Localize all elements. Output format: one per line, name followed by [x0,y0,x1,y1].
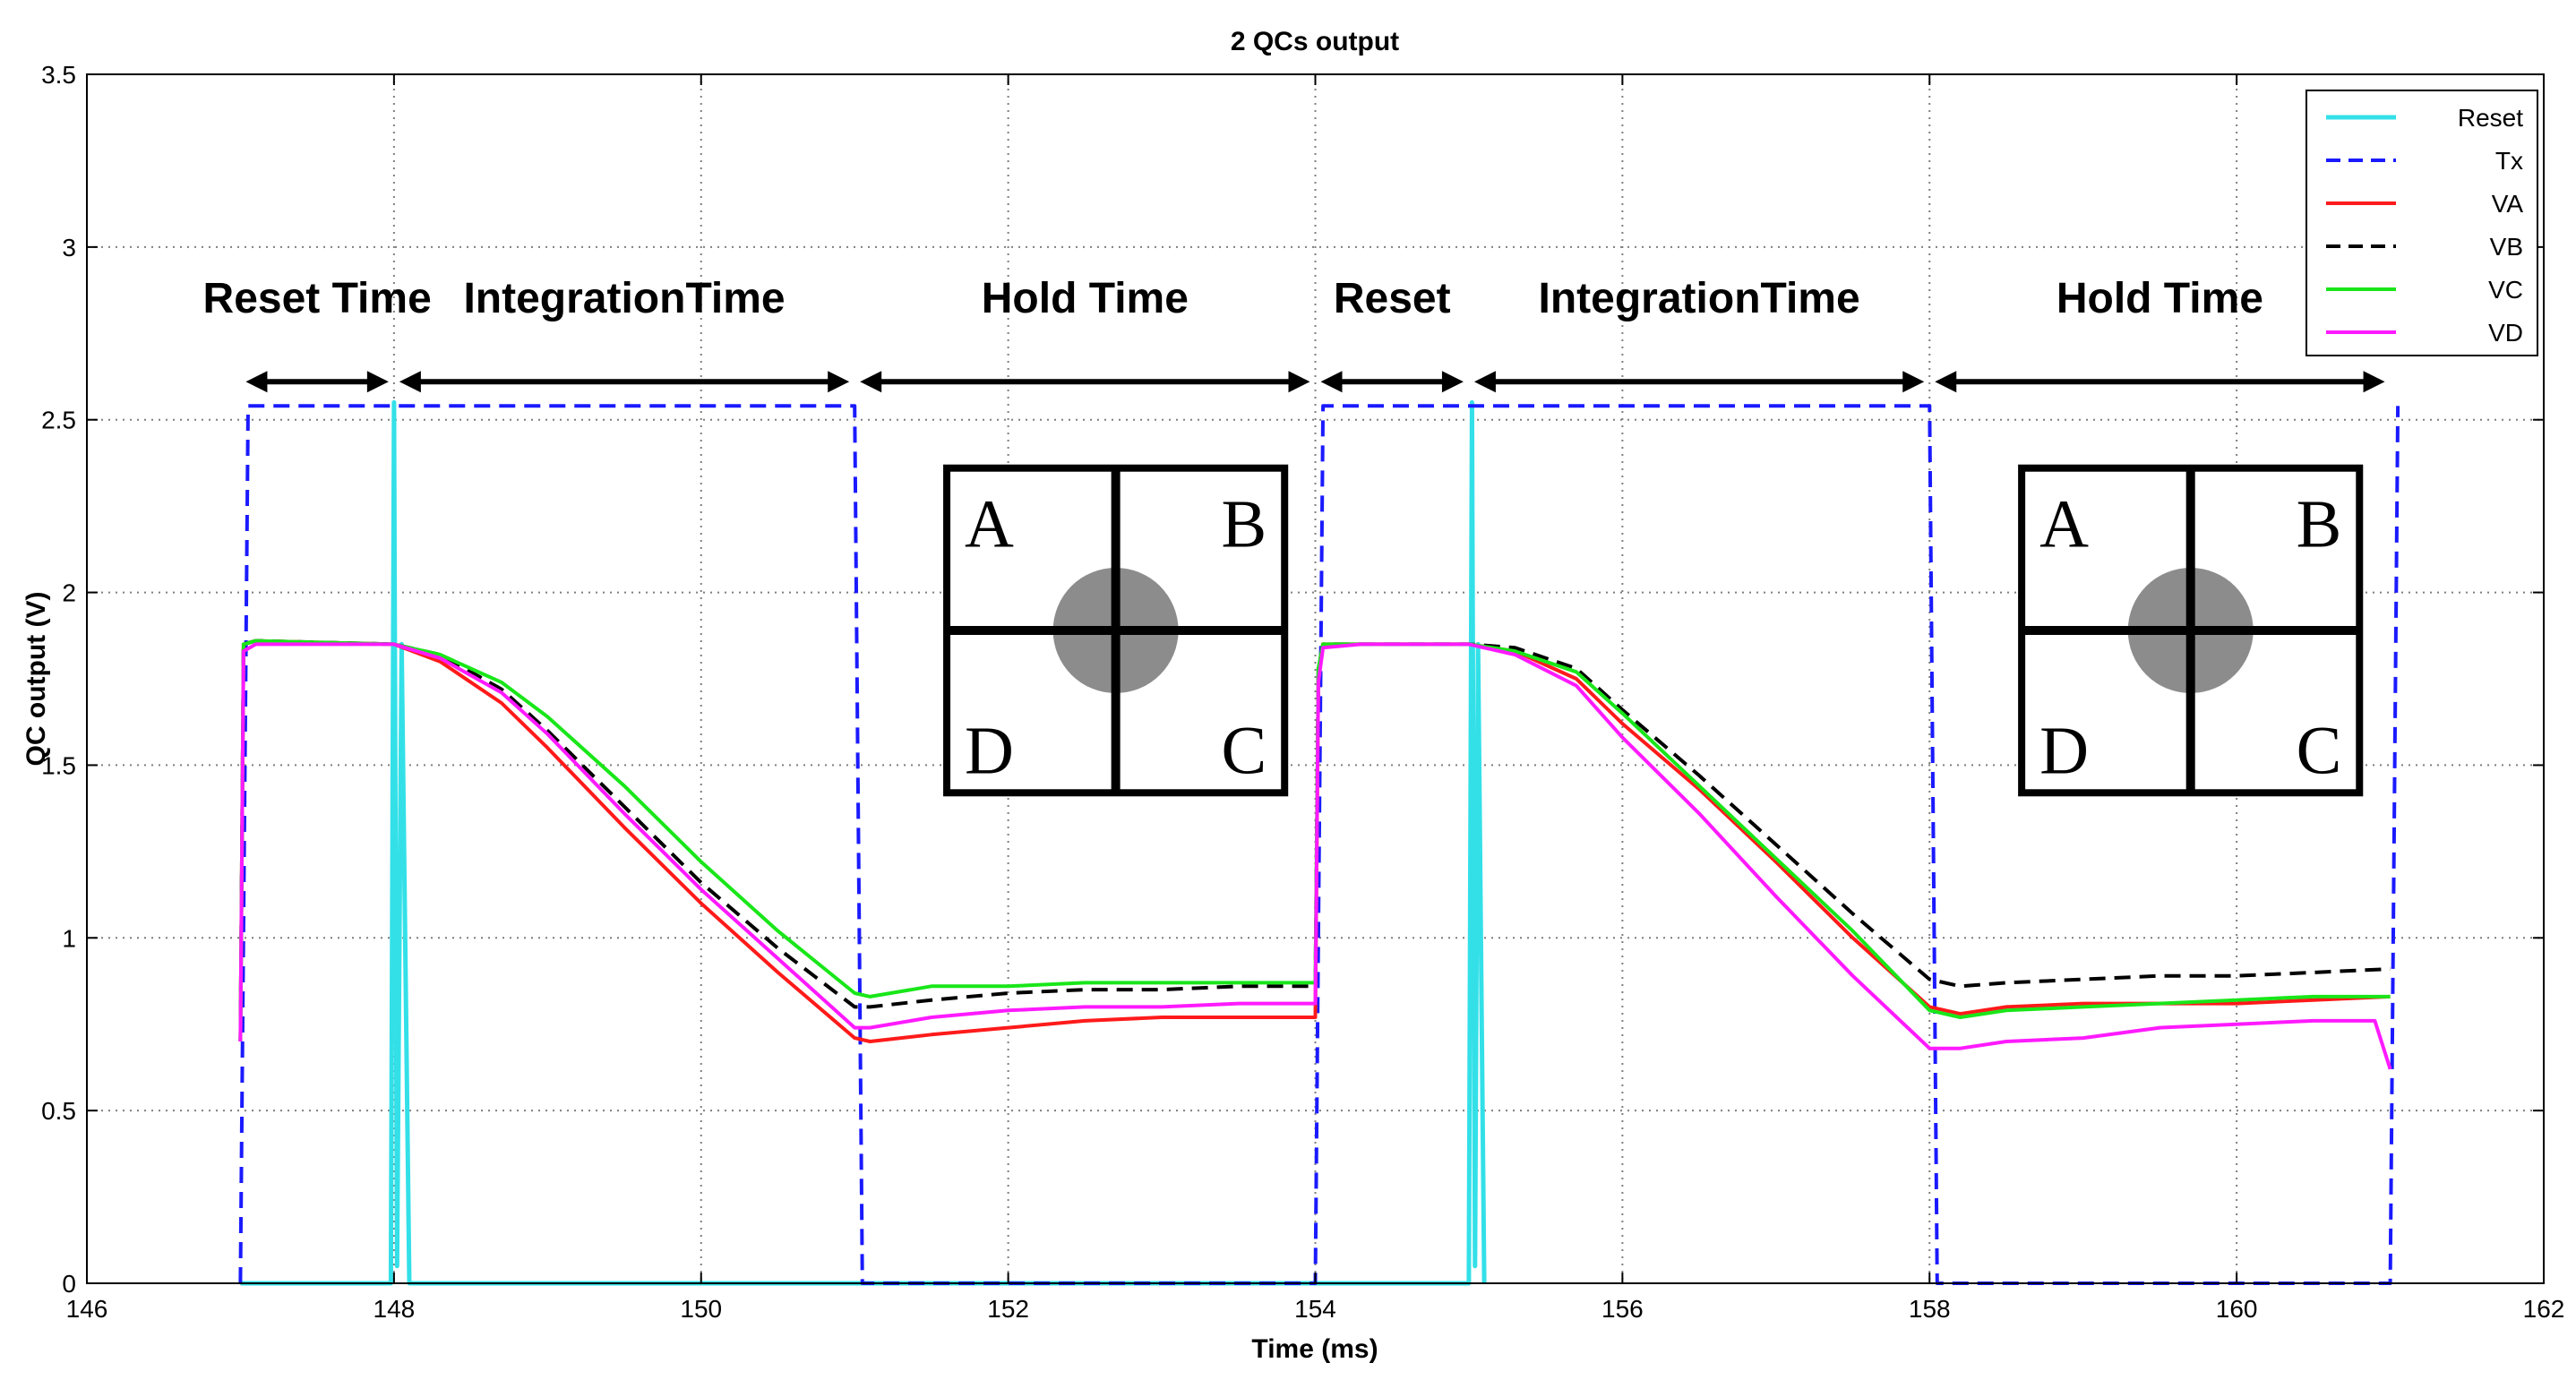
phase-annotation: IntegrationTime [399,275,850,393]
phase-arrow-head-right [366,371,389,393]
legend-entry-vd: VD [2488,319,2523,347]
y-tick-label: 2 [62,579,76,607]
quadrant-diagram: A B D C [2018,464,2364,797]
y-tick-label: 0.5 [41,1097,76,1125]
series-line-vd [238,642,2392,1070]
phase-annotation: Reset [1320,275,1464,393]
legend-entry-va: VA [2492,190,2524,218]
chart-title: 2 QCs output [1231,27,1399,56]
quadrant-letter-b: B [2297,487,2342,562]
phase-label: Reset [1334,275,1451,322]
quadrant-letter-d: D [2039,713,2089,788]
phase-annotation: Hold Time [1935,275,2385,393]
phase-arrow-head-right [2363,371,2385,393]
phase-arrow-head-right [1441,371,1464,393]
phase-arrow-head-right [828,371,850,393]
legend: Reset Tx VA VB VC VD [2306,90,2538,356]
x-tick-label: 148 [374,1295,416,1323]
grid [87,74,2544,1283]
y-tick-label: 1 [62,924,76,952]
x-tick-label: 152 [987,1295,1029,1323]
phase-label: Hold Time [2057,275,2263,322]
quadrant-diagram: A B D C [943,464,1289,797]
legend-box [2306,90,2538,356]
x-tick-label: 160 [2216,1295,2258,1323]
x-tick-label: 150 [680,1295,722,1323]
y-tick-label: 2.5 [41,407,76,434]
phase-arrow-head-left [860,371,882,393]
y-axis-label: QC output (V) [21,592,51,767]
x-tick-label: 154 [1294,1295,1336,1323]
x-tick-label: 162 [2523,1295,2565,1323]
phase-annotation: Hold Time [860,275,1310,393]
phase-arrow-head-left [1320,371,1343,393]
x-tick-label: 158 [1909,1295,1951,1323]
phase-arrow-head-left [399,371,421,393]
phase-arrow-head-left [1935,371,1957,393]
legend-entry-vc: VC [2488,276,2523,304]
phase-label: IntegrationTime [1539,275,1860,322]
y-tick-label: 3 [62,234,76,261]
phase-label: Reset Time [203,275,432,322]
legend-entry-tx: Tx [2495,147,2523,175]
phase-arrow-head-left [245,371,268,393]
x-axis-label: Time (ms) [1251,1334,1378,1364]
quadrant-letter-c: C [1222,713,1267,788]
phase-label: IntegrationTime [463,275,785,322]
quadrant-letter-c: C [2297,713,2342,788]
phase-arrow-head-right [1902,371,1925,393]
quadrant-letter-b: B [1222,487,1267,562]
x-tick-label: 156 [1601,1295,1644,1323]
y-tick-label: 1.5 [41,751,76,779]
phase-arrow-head-left [1473,371,1496,393]
x-tick-label: 146 [66,1295,108,1323]
quadrant-letter-a: A [965,487,1014,562]
phase-arrow-head-right [1288,371,1310,393]
legend-entry-reset: Reset [2458,104,2523,132]
annotations: A B D C A B D C Reset Time IntegrationTime Hold Ti… [203,275,2385,797]
phase-annotation: IntegrationTime [1473,275,1925,393]
quadrant-letter-d: D [965,713,1014,788]
y-tick-label: 0 [62,1270,76,1298]
y-tick-label: 3.5 [41,61,76,89]
ticks: 146 148 150 152 154 156 158 160 162 0 0.5 1 1.5 2 2.5 3… [41,61,2564,1323]
phase-label: Hold Time [982,275,1189,322]
legend-entry-vb: VB [2490,233,2523,261]
phase-annotation: Reset Time [203,275,432,393]
quadrant-letter-a: A [2039,487,2089,562]
